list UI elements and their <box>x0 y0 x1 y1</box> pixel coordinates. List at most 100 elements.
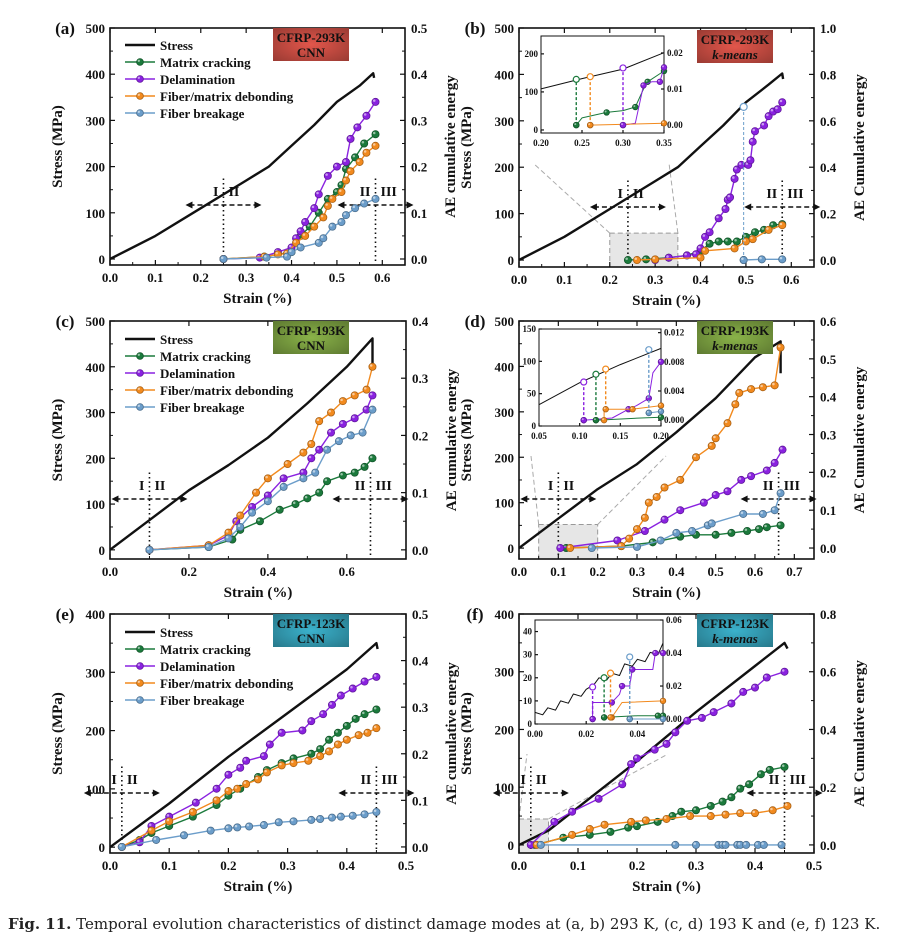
x-tick-label: 0.4 <box>747 858 764 873</box>
onset-point-fmd-highlight <box>588 123 591 126</box>
series-delam-point-highlight <box>761 122 765 126</box>
series-delam-point-highlight <box>722 206 726 209</box>
series-mc-point-highlight <box>325 196 328 199</box>
series-fmd-point <box>778 221 787 230</box>
inset-background <box>539 329 661 426</box>
series-fmd-point-highlight <box>587 826 590 830</box>
series-delam-point-highlight <box>311 205 315 209</box>
inset-frame <box>538 328 662 427</box>
y-tick-label: 0 <box>532 421 537 431</box>
series-delam-point <box>705 228 714 237</box>
series-delam-point <box>350 414 359 423</box>
series-delam-point-highlight <box>328 430 332 433</box>
series-fmd-point <box>371 141 380 150</box>
series-delam-point-highlight <box>724 488 728 492</box>
x-tick-label: 0.20 <box>653 431 669 441</box>
panel-b: 0.0 0.1 0.2 0.3 0.4 0.5 0.6 0 100 200 300 400 500 0.0… <box>459 19 868 309</box>
series-fmd-point <box>236 511 245 520</box>
series-fmd-point-highlight <box>602 418 605 421</box>
series-fb-point-highlight <box>761 842 764 845</box>
series-fmd-point <box>337 188 346 197</box>
series-mc-point <box>677 807 686 816</box>
x-tick-label: 0.1 <box>550 564 566 579</box>
series-fmd-point <box>328 194 337 203</box>
stage-label-right: II <box>563 479 574 494</box>
series-delam-point-highlight <box>628 761 632 765</box>
series-fmd-point <box>315 417 324 426</box>
series-mc-point-highlight <box>369 455 373 459</box>
legend-marker-fmd <box>136 679 144 687</box>
series-fmd-point-highlight <box>677 477 681 480</box>
onset-point-mc <box>600 714 608 721</box>
y-axis-label: Stress (MPa) <box>50 399 66 482</box>
series-delam-point-highlight <box>747 157 751 161</box>
series-delam-point-highlight <box>352 415 355 419</box>
series-mc-point-highlight <box>324 478 328 482</box>
stress-curve <box>538 347 662 406</box>
specimen-label-box <box>697 321 773 354</box>
series-delam-point-highlight <box>659 359 662 362</box>
series-fb-point-highlight <box>329 224 333 227</box>
series-fb-point <box>368 405 377 414</box>
onset-marker-fb <box>645 346 653 354</box>
series-delam-point-highlight <box>641 83 644 86</box>
y2-tick-label: 0.2 <box>411 160 427 175</box>
y2-tick-label: 0.02 <box>667 48 683 58</box>
series-fmd-point-highlight <box>534 842 537 845</box>
legend-label-mc: Matrix cracking <box>160 349 251 364</box>
x-tick-label: 0.6 <box>339 564 356 579</box>
series-delam-line <box>583 361 662 421</box>
series-delam-point-highlight <box>373 674 377 677</box>
legend-marker-fb-highlight <box>137 404 140 407</box>
series-fb-point-highlight <box>715 842 719 845</box>
series-fb-point <box>757 255 766 264</box>
series-fb-point-highlight <box>289 249 292 253</box>
series-fb-point-highlight <box>658 537 661 541</box>
y2-tick-label: 0.6 <box>820 665 837 680</box>
panel-d: 0.0 0.1 0.2 0.3 0.4 0.5 0.6 0.70100200300400500… <box>459 312 868 601</box>
series-fmd-point <box>368 362 377 371</box>
series-fb-point-highlight <box>589 545 592 549</box>
series-fmd-point-highlight <box>253 490 257 493</box>
series-fb-point-highlight <box>237 524 241 527</box>
series-fmd-point <box>776 343 785 352</box>
series-fmd-point-highlight <box>356 732 359 736</box>
y2-tick-label: 0.06 <box>666 615 682 625</box>
series-fb-point <box>633 542 642 551</box>
series-delam-point <box>676 506 685 515</box>
series-fb-point <box>145 545 154 554</box>
series-fb-point <box>307 815 316 824</box>
onset-marker-fmd <box>586 73 594 81</box>
method-name: CNN <box>297 45 326 60</box>
legend-label-fmd: Fiber/matrix debonding <box>160 676 294 691</box>
onset-marker-delam <box>580 378 588 386</box>
series-delam-point-highlight <box>701 500 704 503</box>
plot-frame <box>109 27 406 266</box>
y-tick-label: 400 <box>86 67 106 82</box>
specimen-label-box <box>273 28 349 61</box>
y2-tick-label: 0.4 <box>820 390 837 405</box>
series-fb-point <box>657 408 665 415</box>
series-fmd-point-highlight <box>338 189 342 193</box>
series-fmd-point-highlight <box>750 236 753 240</box>
series-fmd-point-highlight <box>308 441 312 445</box>
series-delam-point-highlight <box>620 684 623 687</box>
series-fb-point-highlight <box>317 816 321 819</box>
series-delam-point-highlight <box>261 753 264 757</box>
arrow-right-icon <box>813 203 821 211</box>
y2-tick-label: 0.3 <box>412 371 429 386</box>
series-fb-point <box>263 497 272 506</box>
series-delam-point <box>279 474 288 483</box>
x-tick-label: 0.4 <box>668 564 685 579</box>
series-delam-point <box>660 515 669 524</box>
y-tick-label: 500 <box>86 21 106 36</box>
series-delam-point <box>723 487 732 496</box>
series-fmd-line <box>223 145 376 260</box>
series-delam-point <box>711 491 720 500</box>
series-delam-point <box>773 105 782 114</box>
series-fmd-point-highlight <box>293 240 297 243</box>
series-fb-point <box>739 509 748 518</box>
onset-point-delam-highlight <box>621 123 624 126</box>
series-fb-point-highlight <box>316 240 319 243</box>
series-fmd-point <box>662 814 671 823</box>
